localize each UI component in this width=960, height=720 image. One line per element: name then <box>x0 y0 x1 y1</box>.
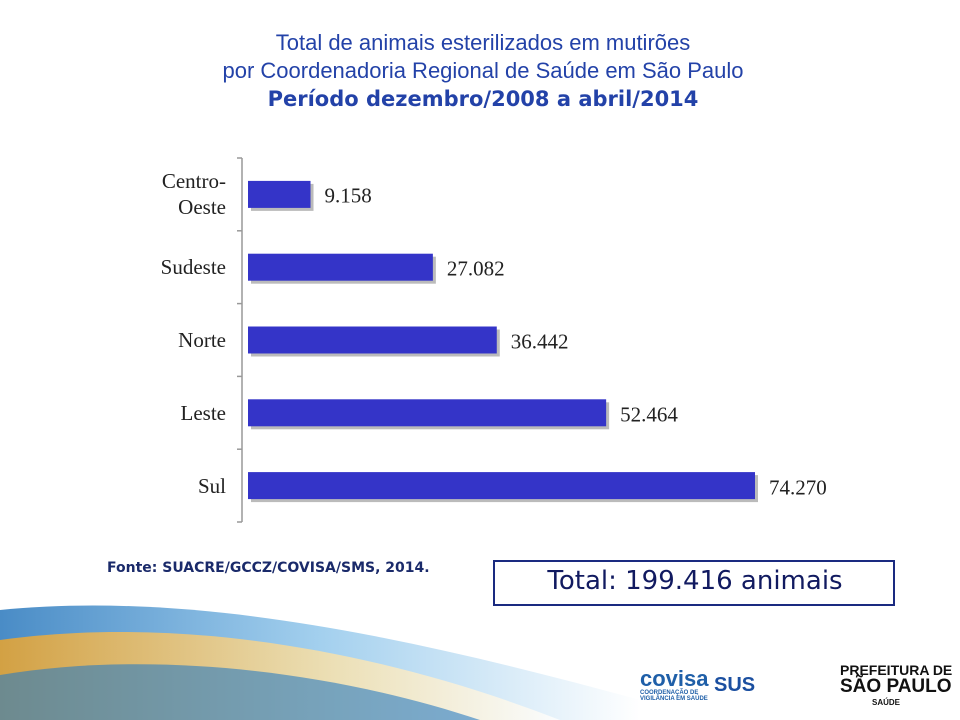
source: Fonte: SUACRE/GCCZ/COVISA/SMS, 2014. <box>107 560 430 576</box>
total: Total: 199.416 animais <box>547 566 843 596</box>
period: Período dezembro/2008 a abril/2014 <box>267 87 699 111</box>
logo-covisa: covisa <box>640 666 709 691</box>
category-label: Norte <box>178 328 226 352</box>
logo-prefeitura: PREFEITURA DE <box>840 662 953 678</box>
title: Total de animais esterilizados em mutirõ… <box>275 30 691 55</box>
category-label: Sudeste <box>160 255 226 280</box>
bar <box>248 253 433 281</box>
bar <box>248 180 311 208</box>
value-label: 36.442 <box>510 329 569 354</box>
category-label: Sul <box>197 473 226 498</box>
category-label: Leste <box>180 400 226 425</box>
bar <box>248 399 607 427</box>
value-label: 52.464 <box>620 402 678 427</box>
category-label: Centro-Oeste <box>161 169 226 220</box>
logo-covisa-sub: COORDENAÇÃO DE VIGILÂNCIA EM SAÚDE <box>640 690 708 702</box>
logo-sus: SUS <box>714 674 756 696</box>
logo-city: SÃO PAULO <box>840 676 952 697</box>
value-label: 27.082 <box>446 256 505 281</box>
value-label: 74.270 <box>769 475 827 500</box>
bar <box>248 472 755 500</box>
logo-dept: SAÚDE <box>872 698 901 707</box>
value-label: 9.158 <box>324 183 372 208</box>
subtitle: por Coordenadoria Regional de Saúde em S… <box>222 58 744 83</box>
bar <box>248 326 497 354</box>
